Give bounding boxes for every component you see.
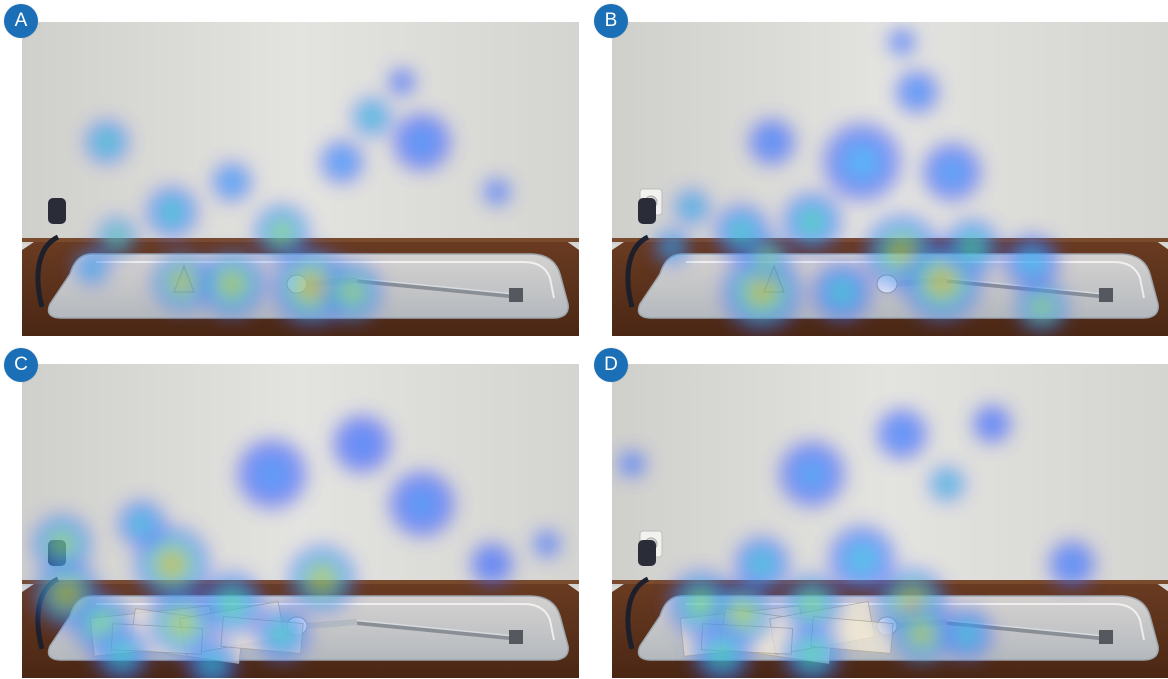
panel-a-badge: A (4, 4, 38, 38)
heatmap-panel-c (22, 364, 579, 678)
panel-d-image (612, 364, 1168, 678)
power-plug (638, 540, 656, 566)
rod-cap (509, 630, 523, 644)
heatmap-panel-a (22, 22, 579, 336)
rod-cap (1099, 630, 1113, 644)
power-plug (48, 198, 66, 224)
heatmap-overlay (32, 414, 561, 678)
power-cable (35, 234, 60, 308)
rod-cap (1099, 288, 1113, 302)
panel-b-badge: B (594, 4, 628, 38)
metal-rod (349, 619, 517, 641)
heatmap-overlay (74, 68, 511, 327)
panel-a-image (22, 22, 579, 336)
panel-d-badge: D (594, 348, 628, 382)
heatmap-panel-b (612, 22, 1168, 336)
panel-c-image (22, 364, 579, 678)
panel-c-badge: C (4, 348, 38, 382)
power-plug (638, 198, 656, 224)
heatmap-panel-d (612, 364, 1168, 678)
power-cable (625, 576, 650, 650)
rod-cap (509, 288, 523, 302)
heatmap-overlay (654, 28, 1068, 333)
heatmap-overlay (618, 404, 1096, 678)
panel-b-image (612, 22, 1168, 336)
power-cable (625, 234, 650, 308)
